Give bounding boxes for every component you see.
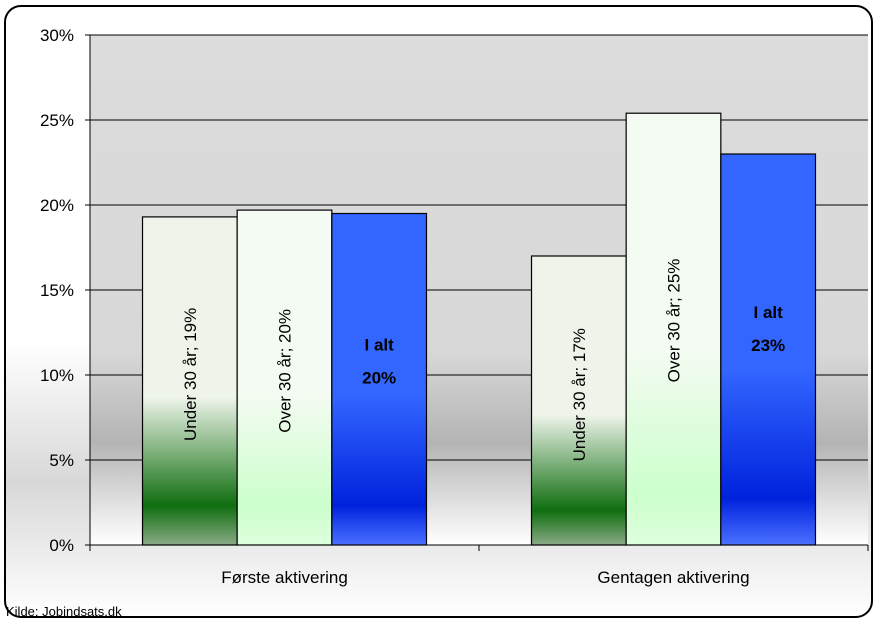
y-tick-label: 20% [40, 196, 74, 215]
y-tick-label: 15% [40, 281, 74, 300]
bar-data-label: Under 30 år; 19% [181, 308, 200, 441]
source-note: Kilde: Jobindsats.dk [6, 604, 122, 619]
bar-data-label: 23% [751, 336, 785, 355]
bar [141, 216, 238, 546]
bar-data-label: Over 30 år; 20% [276, 309, 295, 433]
y-tick-label: 30% [40, 26, 74, 45]
bar-layer [141, 112, 817, 546]
x-category-label: Første aktivering [221, 568, 348, 587]
bar [236, 209, 333, 546]
bar [625, 112, 722, 546]
y-tick-label: 5% [49, 451, 74, 470]
bar [530, 255, 627, 546]
bar-data-label: 20% [362, 369, 396, 388]
bar-data-label: I alt [365, 336, 395, 355]
bar-data-label: Over 30 år; 25% [665, 259, 684, 383]
axis-layer: 0% 5% 10% 15% 20% 25% 30% Første aktivering Gent… [40, 26, 869, 587]
bar-data-label: I alt [754, 303, 784, 322]
y-tick-label: 0% [49, 536, 74, 555]
label-layer: Under 30 år; 19% Over 30 år; 20% I alt 20% U… [181, 259, 785, 462]
y-tick-label: 10% [40, 366, 74, 385]
y-tick-label: 25% [40, 111, 74, 130]
bar [331, 212, 428, 546]
x-category-label: Gentagen aktivering [597, 568, 749, 587]
bar-data-label: Under 30 år; 17% [570, 328, 589, 461]
